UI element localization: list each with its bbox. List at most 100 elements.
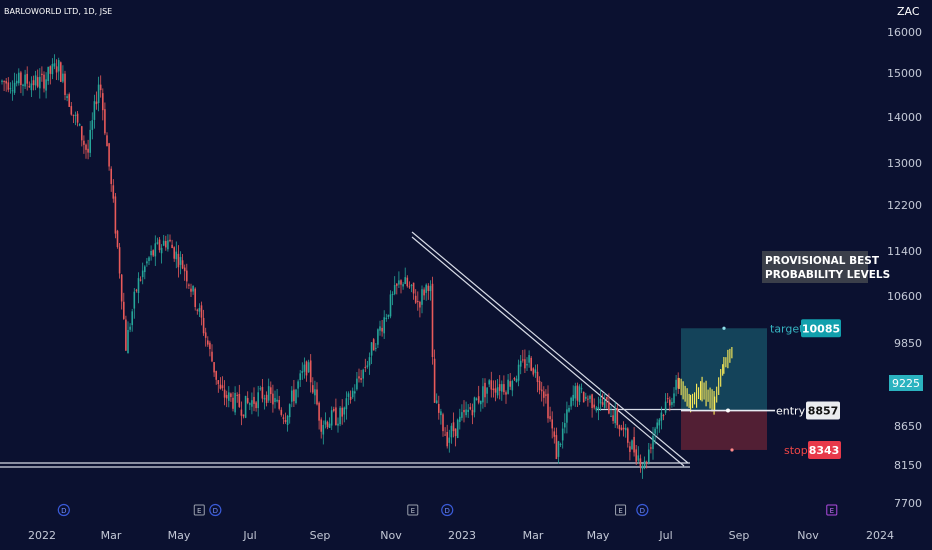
candle-body-31 [66,96,68,99]
x-axis[interactable]: 2022 Mar May Jul Sep Nov 2023 Mar May Jul Sep Nov 20… [28,529,894,542]
candle-body-115 [242,414,245,417]
dividend-marker-6[interactable] [636,503,649,517]
candle-body-294 [618,425,621,430]
candle-body-193 [406,277,409,287]
candle-body-60 [127,330,129,354]
candle-body-2 [5,81,7,84]
candle-body-101 [213,362,215,373]
candle-body-87 [183,267,186,272]
dividend-marker-4[interactable] [441,503,454,517]
candle-body-110 [232,397,234,409]
descending-trendline-inner[interactable] [411,236,685,467]
candle-body-123 [259,388,262,390]
y-axis[interactable]: 7700 8150 8650 9850 10600 11400 12200 13000 1400… [887,26,922,510]
candle-body-160 [337,423,339,426]
candle-body-9 [20,72,22,85]
candle-body-207 [435,400,438,404]
earnings-marker-7[interactable] [826,504,838,516]
earnings-marker-1[interactable] [193,504,205,516]
candle-body-250 [526,364,528,366]
candle-body-292 [614,409,616,424]
candle-body-156 [328,423,331,428]
earnings-marker-3[interactable] [407,504,419,516]
candle-body-252 [530,357,532,371]
candle-body-151 [318,402,320,421]
candle-body-80 [169,239,171,242]
candle-body-119 [251,400,253,407]
descending-trendline[interactable] [411,231,689,464]
candle-body-221 [465,409,467,416]
candle-body-1 [3,81,5,83]
candle-body-121 [255,402,257,409]
candle-body-57 [120,274,123,302]
candle-body-228 [480,400,482,405]
candle-body-11 [24,74,26,87]
candle-body-157 [330,410,333,426]
candle-body-233 [490,380,493,390]
entry-value-box [806,401,840,420]
candle-body-128 [270,387,272,395]
candle-body-229 [482,386,484,403]
marker-letter-6: D [640,507,645,515]
candle-body-99 [209,342,211,350]
candle-body-39 [83,140,85,145]
candle-body-147 [309,360,312,383]
candle-body-234 [492,388,495,391]
candle-body-55 [116,230,119,248]
candle-body-62 [131,311,133,326]
candle-body-43 [91,120,94,130]
marker-letter-7: E [830,507,834,515]
candle-body-201 [423,289,425,296]
dividend-marker-2[interactable] [209,503,222,517]
candle-body-109 [230,393,232,397]
candle-body-240 [505,392,507,395]
candle-body-291 [612,415,614,421]
candle-body-114 [240,409,243,416]
candle-body-126 [265,394,268,403]
candle-body-263 [553,431,556,437]
stop-label: stop [784,444,808,457]
candle-body-97 [204,332,207,338]
candle-body-70 [148,257,150,261]
candle-body-100 [211,351,213,362]
candle-body-92 [194,288,196,307]
earnings-marker-5[interactable] [615,504,627,516]
symbol-title: BARLOWORLD LTD, 1D, JSE [4,7,112,16]
candle-body-162 [341,407,343,417]
annotation-box [762,251,868,283]
candle-body-290 [610,415,612,417]
candle-body-195 [410,284,413,287]
candle-body-265 [557,441,560,457]
candle-body-216 [454,428,457,437]
candle-body-54 [114,196,117,234]
candle-body-32 [68,94,70,107]
candle-body-149 [314,389,316,396]
candle-body-241 [507,379,509,394]
x-tick-label-1: Mar [101,529,122,542]
candle-body-280 [589,395,591,399]
candle-body-75 [158,239,161,251]
x-tick-label-11: Nov [797,529,819,542]
stop-value-box [808,440,841,459]
candle-body-20 [43,74,45,89]
candle-body-12 [26,73,28,84]
stop-value: 8343 [809,444,840,457]
candle-body-51 [108,143,110,167]
candle-body-10 [22,84,24,87]
candle-body-253 [532,368,535,375]
candle-body-299 [629,446,631,452]
candle-body-269 [566,409,568,423]
candle-body-301 [633,436,635,453]
candle-body-188 [396,283,398,286]
candle-body-58 [123,301,125,319]
candle-body-167 [351,390,354,398]
candle-body-8 [18,72,20,84]
candle-body-28 [60,62,62,82]
candle-body-129 [272,393,274,405]
candle-body-44 [93,101,96,120]
candle-body-88 [186,270,188,282]
dividend-marker-0[interactable] [57,503,70,517]
candle-body-125 [263,398,266,400]
